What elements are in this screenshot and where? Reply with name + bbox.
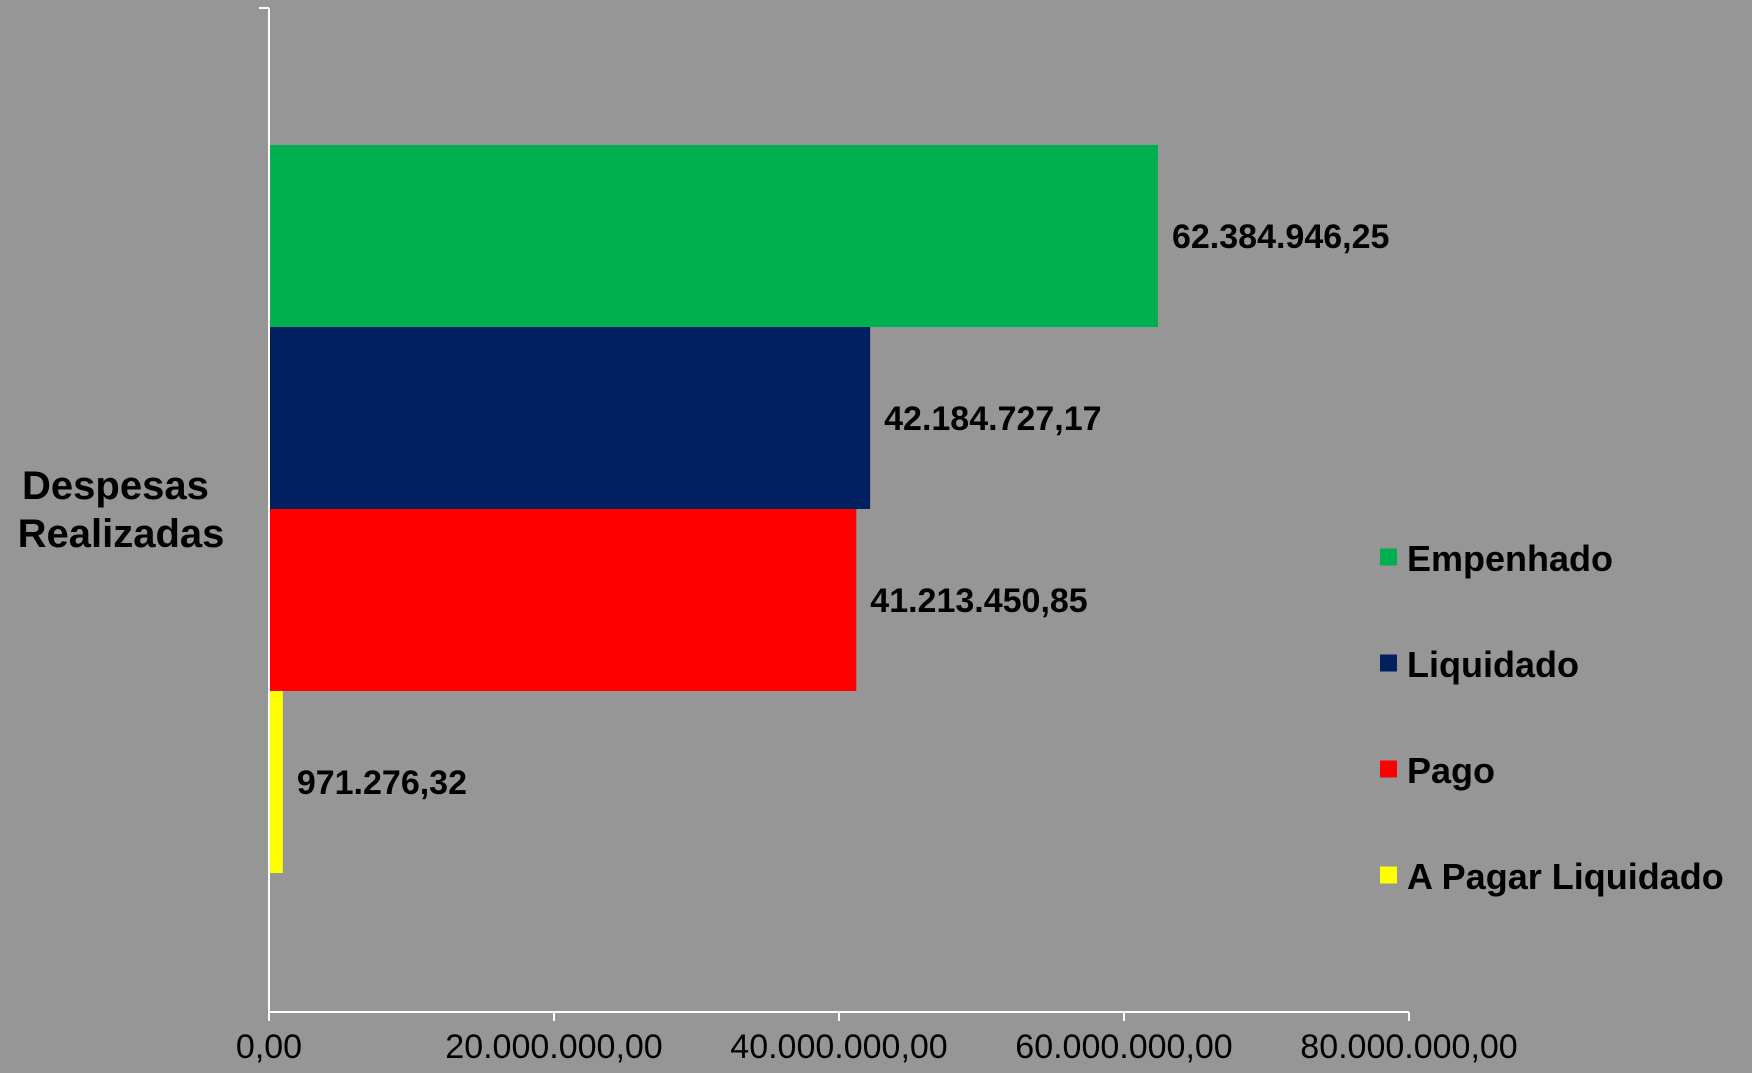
category-label-line-1: Despesas bbox=[22, 464, 209, 508]
data-label-a-pagar-liquidado: 971.276,32 bbox=[297, 764, 467, 802]
legend-swatch-liquidado bbox=[1380, 654, 1397, 672]
data-label-empenhado: 62.384.946,25 bbox=[1172, 218, 1389, 256]
bar-pago bbox=[269, 509, 857, 691]
bars-layer bbox=[269, 145, 1158, 873]
category-label: Despesas Realizadas bbox=[18, 464, 225, 556]
legend: Empenhado Liquidado Pago A Pagar Liquidado bbox=[1380, 538, 1724, 897]
x-tick-label: 20.000.000,00 bbox=[445, 1028, 662, 1066]
bar-empenhado bbox=[269, 145, 1158, 327]
x-tick-label: 60.000.000,00 bbox=[1015, 1028, 1232, 1066]
legend-swatch-pago bbox=[1380, 760, 1397, 778]
x-tick-label: 80.000.000,00 bbox=[1300, 1028, 1517, 1066]
bar-liquidado bbox=[269, 327, 871, 509]
category-label-line-2: Realizadas bbox=[18, 512, 225, 556]
data-label-liquidado: 42.184.727,17 bbox=[884, 400, 1101, 438]
legend-swatch-empenhado bbox=[1380, 548, 1397, 566]
legend-swatch-a-pagar-liquidado bbox=[1380, 866, 1397, 884]
legend-label-empenhado: Empenhado bbox=[1407, 538, 1613, 579]
legend-label-liquidado: Liquidado bbox=[1407, 644, 1579, 685]
data-label-pago: 41.213.450,85 bbox=[870, 582, 1087, 620]
legend-label-pago: Pago bbox=[1407, 750, 1495, 791]
x-tick-label: 0,00 bbox=[236, 1028, 302, 1066]
legend-label-a-pagar-liquidado: A Pagar Liquidado bbox=[1407, 856, 1724, 897]
x-tick-label: 40.000.000,00 bbox=[730, 1028, 947, 1066]
bar-a-pagar-liquidado bbox=[269, 691, 283, 873]
x-axis-ticks: 0,00 20.000.000,00 40.000.000,00 60.000.000… bbox=[236, 7, 1518, 1066]
data-labels-layer: 62.384.946,25 42.184.727,17 41.213.450,85 9… bbox=[297, 218, 1390, 802]
